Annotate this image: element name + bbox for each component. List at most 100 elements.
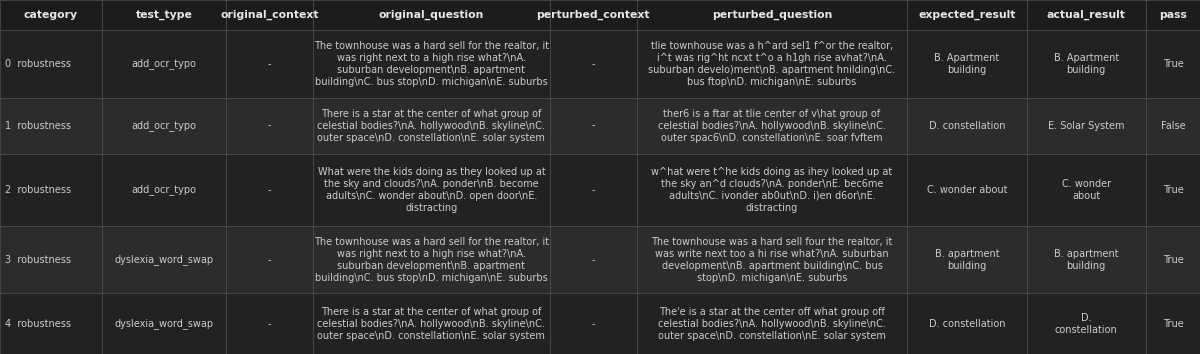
Text: w^hat were t^he kids doing as ihey looked up at
the sky an^d clouds?\nA. ponder\: w^hat were t^he kids doing as ihey looke… [652,167,893,213]
Text: True: True [1163,185,1183,195]
Text: False: False [1160,121,1186,131]
Bar [550,98,636,154]
Bar [0,226,102,293]
Text: 1  robustness: 1 robustness [5,121,71,131]
Bar [636,154,907,226]
Text: B. Apartment
building: B. Apartment building [935,53,1000,75]
Bar [550,30,636,98]
Bar [907,0,1027,30]
Bar [102,0,226,30]
Bar [636,226,907,293]
Text: 2  robustness: 2 robustness [5,185,71,195]
Text: -: - [268,59,271,69]
Bar [313,98,550,154]
Text: B. apartment
building: B. apartment building [1054,249,1118,271]
Bar [1027,293,1146,354]
Bar [102,154,226,226]
Bar [226,154,313,226]
Text: -: - [268,319,271,329]
Text: D. constellation: D. constellation [929,319,1006,329]
Text: True: True [1163,255,1183,265]
Text: -: - [592,121,595,131]
Bar [226,293,313,354]
Text: C. wonder about: C. wonder about [926,185,1007,195]
Bar [102,98,226,154]
Bar [102,226,226,293]
Text: perturbed_question: perturbed_question [712,10,832,20]
Bar [1027,154,1146,226]
Bar [1027,98,1146,154]
Bar [550,0,636,30]
Text: B. Apartment
building: B. Apartment building [1054,53,1118,75]
Text: -: - [268,255,271,265]
Text: original_context: original_context [221,10,319,20]
Bar [0,30,102,98]
Text: What were the kids doing as they looked up at
the sky and clouds?\nA. ponder\nB.: What were the kids doing as they looked … [318,167,545,213]
Text: expected_result: expected_result [918,10,1015,20]
Bar [907,226,1027,293]
Text: category: category [24,10,78,20]
Bar [1027,0,1146,30]
Text: 0  robustness: 0 robustness [5,59,71,69]
Text: The townhouse was a hard sell for the realtor, it
was right next to a high rise : The townhouse was a hard sell for the re… [314,237,548,283]
Text: add_ocr_typo: add_ocr_typo [131,58,197,69]
Text: perturbed_context: perturbed_context [536,10,650,20]
Bar [102,293,226,354]
Bar [1146,154,1200,226]
Bar [1146,30,1200,98]
Text: add_ocr_typo: add_ocr_typo [131,120,197,131]
Bar [313,0,550,30]
Text: The townhouse was a hard sell for the realtor, it
was right next to a high rise : The townhouse was a hard sell for the re… [314,41,548,87]
Text: The townhouse was a hard sell four the realtor, it
was write next too a hi rise : The townhouse was a hard sell four the r… [652,237,893,283]
Text: 3  robustness: 3 robustness [5,255,71,265]
Bar [1027,30,1146,98]
Text: original_question: original_question [379,10,484,20]
Bar [550,154,636,226]
Bar [907,30,1027,98]
Bar [636,0,907,30]
Bar [1146,98,1200,154]
Text: B. apartment
building: B. apartment building [935,249,1000,271]
Text: The'e is a star at the center off what group off
celestial bodies?\nA. hollywood: The'e is a star at the center off what g… [658,307,886,341]
Bar [313,154,550,226]
Text: -: - [592,319,595,329]
Text: dyslexia_word_swap: dyslexia_word_swap [114,318,214,329]
Text: -: - [592,185,595,195]
Text: C. wonder
about: C. wonder about [1062,179,1111,201]
Text: 4  robustness: 4 robustness [5,319,71,329]
Text: There is a star at the center of what group of
celestial bodies?\nA. hollywood\n: There is a star at the center of what gr… [318,109,545,143]
Text: -: - [592,255,595,265]
Bar [636,98,907,154]
Bar [550,226,636,293]
Text: -: - [592,59,595,69]
Bar [636,30,907,98]
Text: ther6 is a ftar at tlie center of v\hat group of
celestial bodies?\nA. hollywood: ther6 is a ftar at tlie center of v\hat … [658,109,886,143]
Text: -: - [268,185,271,195]
Text: actual_result: actual_result [1046,10,1126,20]
Bar [907,293,1027,354]
Bar [226,226,313,293]
Bar [313,30,550,98]
Bar [1146,0,1200,30]
Bar [102,30,226,98]
Text: D. constellation: D. constellation [929,121,1006,131]
Bar [1027,226,1146,293]
Bar [226,98,313,154]
Bar [0,0,102,30]
Text: tlie townhouse was a h^ard sel1 f^or the realtor,
i^t was rig^ht ncxt t^o a h1gh: tlie townhouse was a h^ard sel1 f^or the… [648,41,895,87]
Bar [1146,293,1200,354]
Bar [636,293,907,354]
Bar [0,154,102,226]
Text: -: - [268,121,271,131]
Bar [226,0,313,30]
Text: test_type: test_type [136,10,192,20]
Bar [226,30,313,98]
Bar [1146,226,1200,293]
Bar [550,293,636,354]
Bar [313,293,550,354]
Bar [907,154,1027,226]
Text: E. Solar System: E. Solar System [1048,121,1124,131]
Bar [907,98,1027,154]
Bar [0,293,102,354]
Text: dyslexia_word_swap: dyslexia_word_swap [114,255,214,265]
